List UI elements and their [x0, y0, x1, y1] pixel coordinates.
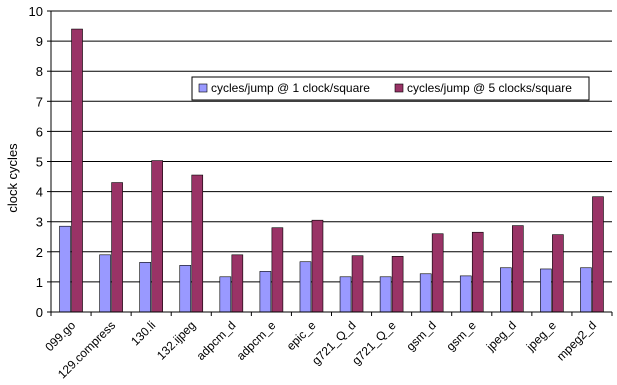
bar-series-2 [71, 28, 83, 313]
legend-box [191, 76, 590, 101]
legend-swatch-series-1 [198, 83, 208, 93]
bar-series-1 [379, 276, 392, 313]
bar-series-2 [231, 254, 244, 313]
y-tick-label: 0 [36, 305, 43, 320]
bar-series-1 [59, 225, 71, 313]
bar-series-1 [299, 261, 312, 313]
bar-series-1 [259, 271, 272, 313]
axes [50, 11, 613, 316]
y-tick-label: 4 [36, 185, 43, 200]
bar-series-1 [580, 267, 592, 313]
bar-series-1 [219, 276, 232, 313]
legend-swatch-series-2 [394, 83, 404, 93]
x-tick-label: gsm_d [403, 318, 438, 353]
x-tick-label: gsm_e [443, 318, 479, 354]
y-tick-label: 1 [36, 275, 43, 290]
bar-series-2 [191, 174, 204, 313]
bar-series-1 [419, 273, 432, 313]
legend-label-series-1: cycles/jump @ 1 clock/square [211, 81, 370, 95]
bar-series-1 [179, 265, 192, 313]
legend-label-series-2: cycles/jump @ 5 clocks/square [407, 81, 572, 95]
y-tick-label: 8 [36, 64, 43, 79]
y-tick-label: 5 [36, 155, 43, 170]
bar-series-1 [139, 262, 151, 313]
bar-series-2 [111, 182, 123, 313]
x-tick-label: epic_e [284, 318, 319, 353]
x-tick-label: mpeg2_d [554, 318, 599, 363]
bar-series-2 [592, 196, 604, 313]
x-tick-label: 130.li [128, 318, 158, 348]
x-tick-label: 132.ijpeg [154, 318, 198, 362]
x-tick-label: 099.go [42, 318, 78, 354]
bar-series-1 [339, 276, 352, 313]
legend: cycles/jump @ 1 clock/square cycles/jump… [191, 76, 590, 101]
y-tick-label: 2 [36, 245, 43, 260]
bar-series-2 [271, 227, 284, 313]
bar-series-2 [391, 256, 404, 313]
y-tick-label: 7 [36, 94, 43, 109]
bars [59, 28, 604, 313]
y-tick-label: 9 [36, 34, 43, 49]
bar-series-2 [512, 225, 524, 313]
bar-series-1 [459, 275, 472, 313]
bar-series-2 [351, 255, 364, 313]
y-tick-label: 10 [29, 4, 43, 19]
x-tick-label: adpcm_d [194, 318, 239, 363]
x-tick-label: adpcm_e [234, 318, 279, 363]
bar-series-1 [540, 268, 552, 313]
y-tick-label: 3 [36, 215, 43, 230]
bar-series-2 [431, 233, 444, 313]
bar-series-1 [99, 254, 111, 313]
x-tick-label: jpeg_d [483, 318, 519, 354]
x-tick-label: jpeg_e [523, 318, 559, 354]
bar-series-2 [552, 234, 564, 313]
y-tick-label: 6 [36, 124, 43, 139]
y-axis-label: clock cycles [5, 143, 20, 213]
bar-series-2 [311, 219, 324, 313]
bar-series-2 [471, 231, 484, 313]
bar-series-1 [500, 267, 512, 313]
x-tick-label: g721_Q_e [349, 318, 399, 368]
bar-series-2 [151, 160, 163, 313]
y-tick-labels: 0 1 2 3 4 5 6 7 8 9 10 [29, 4, 51, 320]
gridlines [51, 10, 612, 283]
